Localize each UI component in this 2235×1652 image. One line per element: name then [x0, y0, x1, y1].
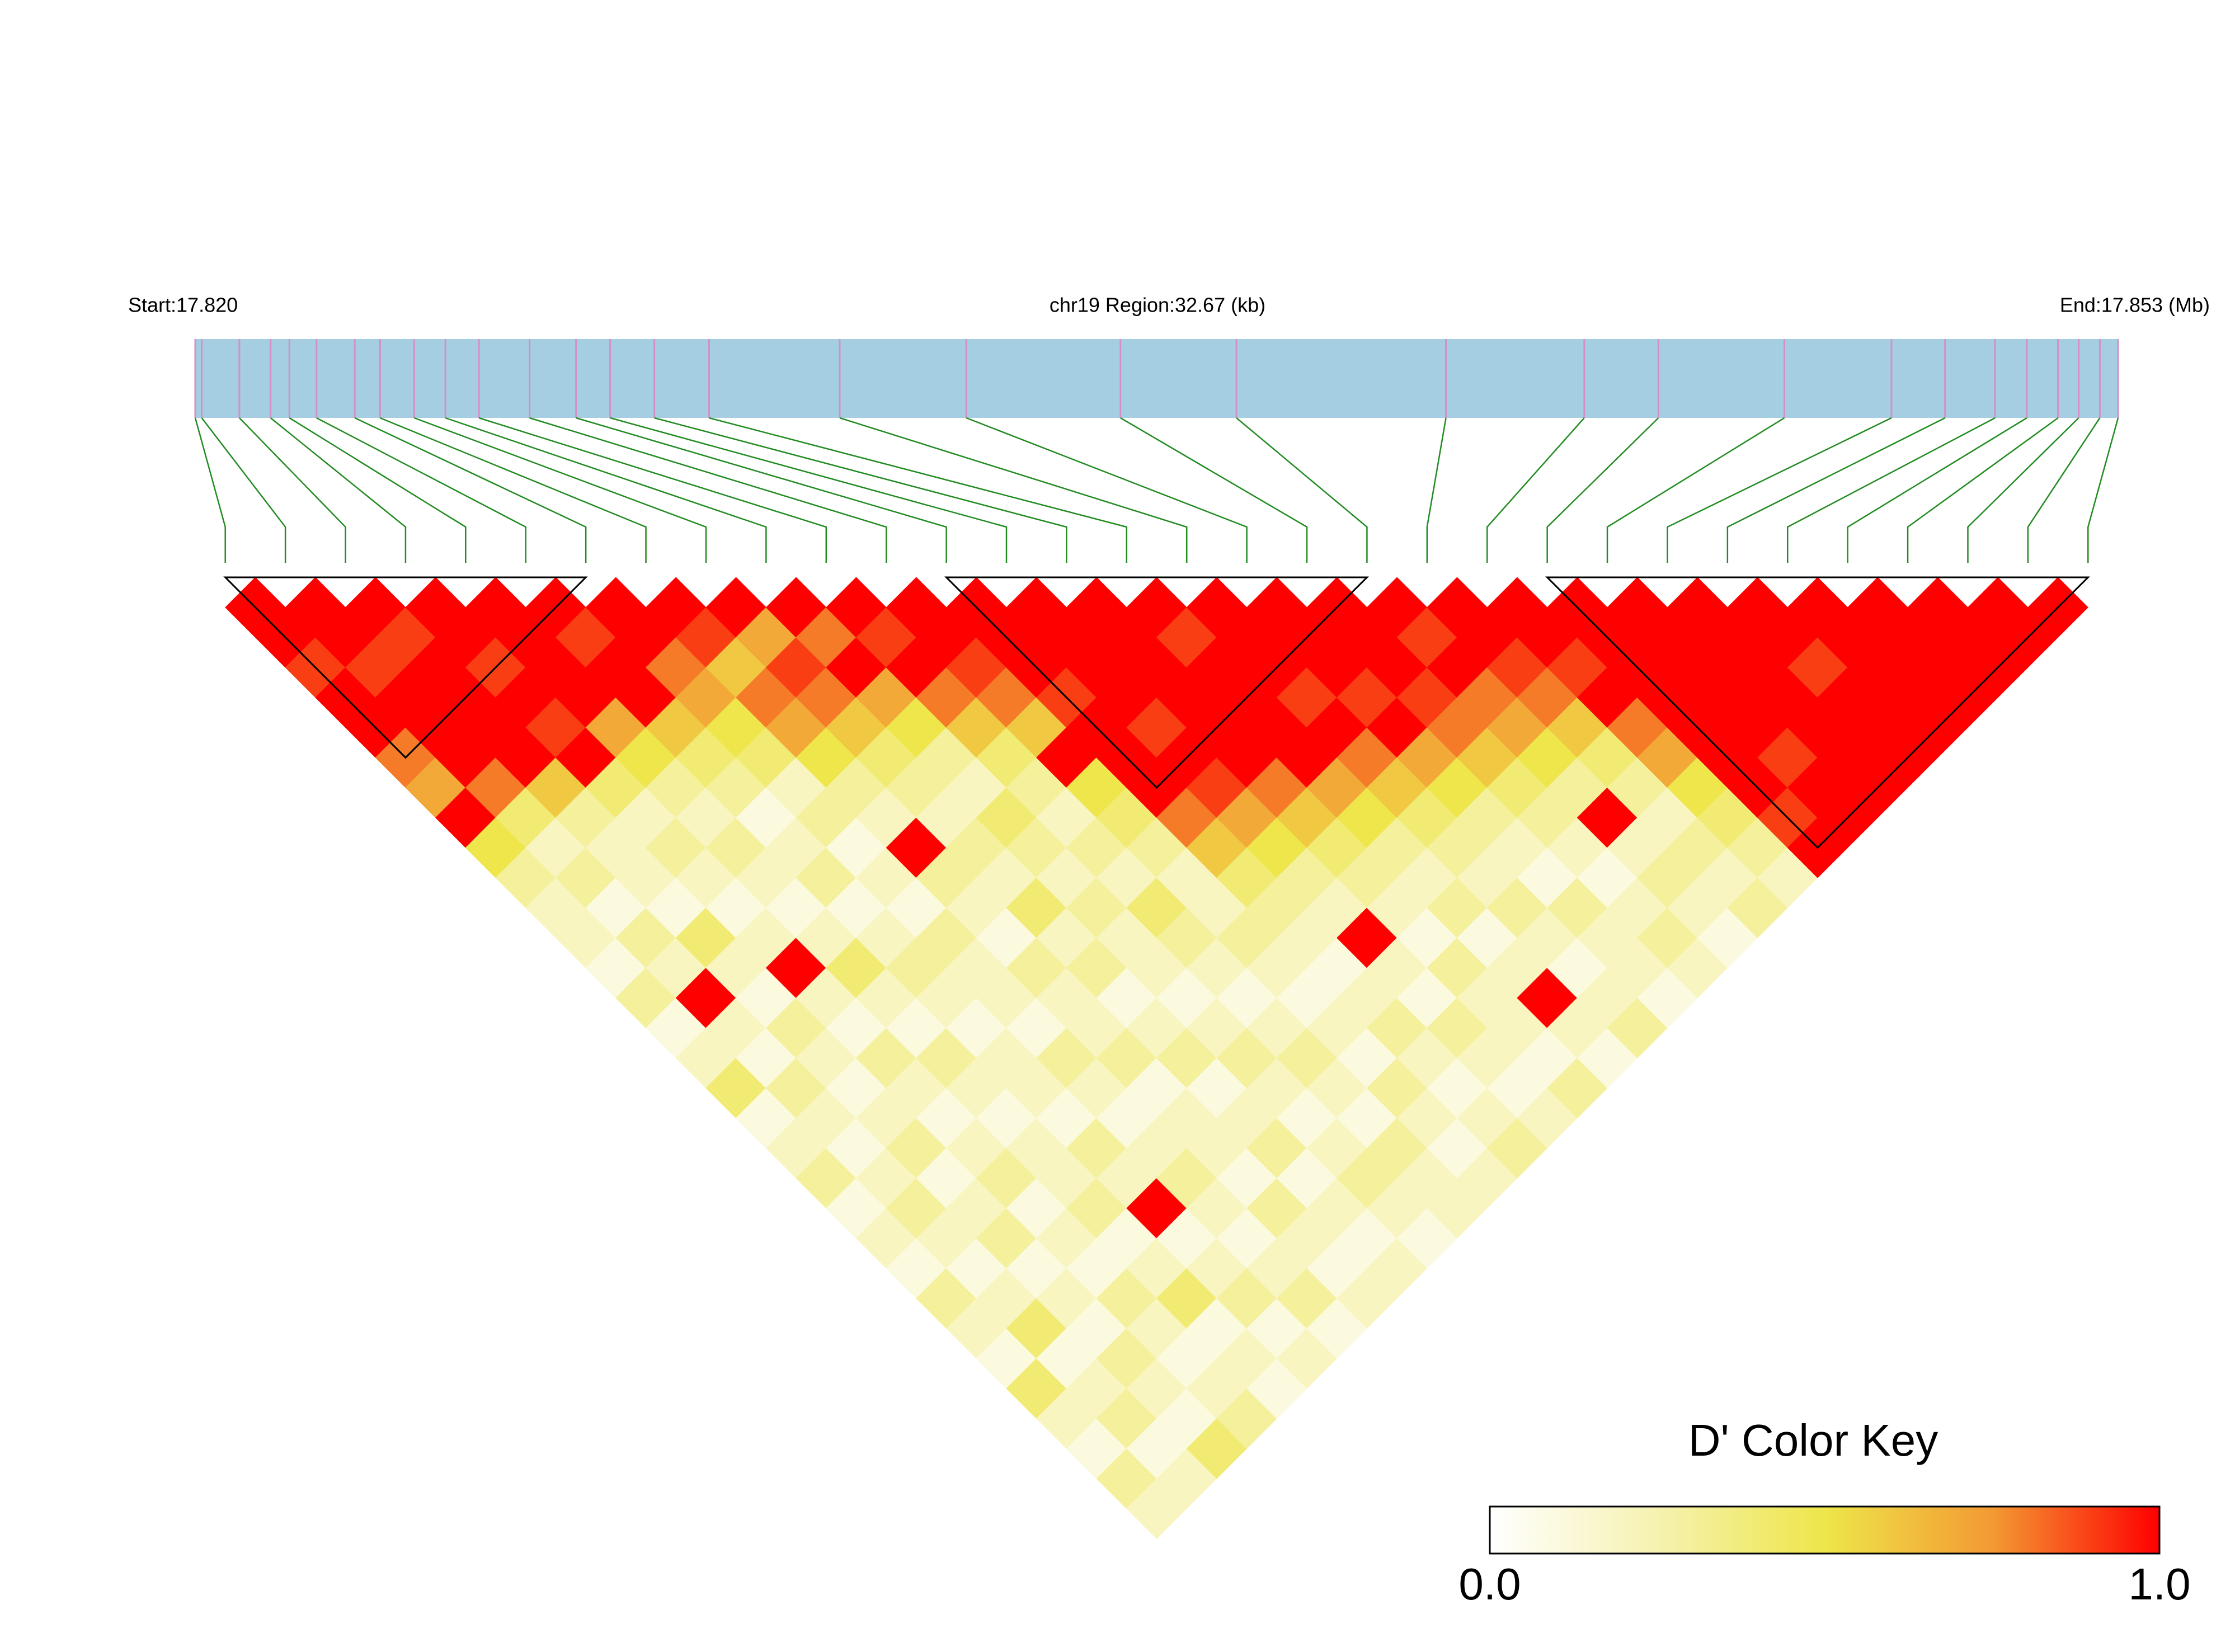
snp-connector [1606, 417, 1785, 563]
ld-block [1545, 576, 2090, 849]
snp-connector [316, 417, 526, 563]
snp-connector [239, 417, 346, 563]
snp-connector [1236, 417, 1368, 563]
region-bar [195, 339, 2118, 418]
key-tick-label: 0.0 [1458, 1559, 1521, 1609]
snp-connector [709, 417, 1128, 563]
snp-connector [354, 417, 587, 563]
snp-connector [1426, 417, 1447, 563]
snp-connector [1486, 417, 1585, 563]
ld-cells [225, 577, 2088, 1540]
legend-title: D' Color Key [1688, 1415, 1938, 1465]
snp-connector [654, 417, 1067, 563]
snp-connector [289, 417, 467, 563]
ld-block [944, 576, 1370, 789]
snp-connector [1907, 417, 2059, 563]
start-label: Start:17.820 [128, 294, 238, 317]
snp-connector [966, 417, 1248, 563]
region-label: chr19 Region:32.67 (kb) [1050, 294, 1265, 317]
snp-connector [1787, 417, 1996, 563]
snp-connector [1667, 417, 1892, 563]
snp-connector [2087, 417, 2119, 563]
snp-connector [839, 417, 1188, 563]
snp-connector [1546, 417, 1659, 563]
snp-connector [1726, 417, 1946, 563]
snp-connector [529, 417, 887, 563]
snp-connector [379, 417, 647, 563]
snp-connector [1120, 417, 1308, 563]
snp-connector [201, 417, 286, 563]
snp-connector [478, 417, 827, 563]
color-key [1489, 1505, 2161, 1555]
snp-connector [576, 417, 947, 563]
snp-connector [270, 417, 407, 563]
key-tick-label: 1.0 [2128, 1559, 2190, 1609]
snp-connector [610, 417, 1008, 563]
snp-connector [1847, 417, 2027, 563]
snp-connector [2027, 417, 2101, 563]
snp-connector [194, 417, 226, 563]
end-label: End:17.853 (Mb) [2060, 294, 2210, 317]
ld-block [223, 576, 588, 759]
snp-connector [413, 417, 707, 563]
snp-connector [1967, 417, 2079, 563]
snp-connector [445, 417, 767, 563]
